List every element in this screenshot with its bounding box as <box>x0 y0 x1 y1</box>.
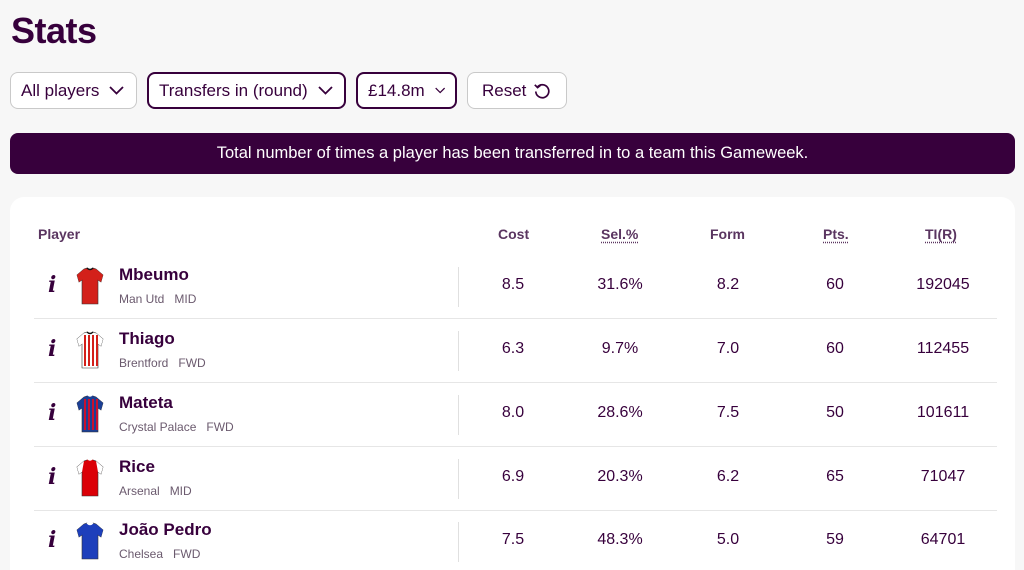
player-name[interactable]: Mateta <box>119 393 173 412</box>
chevron-down-icon <box>109 86 125 95</box>
player-position: MID <box>169 484 192 498</box>
player-meta: Man Utd MID <box>119 292 196 306</box>
header-selected[interactable]: Sel.% <box>601 226 639 242</box>
cell-selected: 9.7% <box>601 340 639 357</box>
player-team: Arsenal <box>119 484 160 498</box>
table-row[interactable]: i Mateta Crystal Palace FWD 8.0 28.6% 7.5… <box>34 383 997 447</box>
header-form[interactable]: Form <box>710 226 745 242</box>
cell-form: 7.0 <box>716 340 740 357</box>
cell-transfers-in: 192045 <box>916 276 970 293</box>
player-name[interactable]: Thiago <box>119 329 175 348</box>
header-points[interactable]: Pts. <box>823 226 849 242</box>
cell-points: 60 <box>826 340 844 357</box>
header-cost[interactable]: Cost <box>498 226 530 242</box>
column-divider <box>458 395 459 435</box>
player-meta: Chelsea FWD <box>119 547 200 561</box>
banner-text: Total number of times a player has been … <box>216 144 809 162</box>
man-utd-shirt-icon <box>76 267 104 305</box>
arsenal-shirt-icon <box>76 459 104 497</box>
cell-cost: 6.3 <box>501 340 525 357</box>
table-header: Player Cost Sel.% Form Pts. TI(R) <box>10 226 1015 246</box>
cell-cost: 6.9 <box>501 468 525 485</box>
player-info-icon[interactable]: i <box>48 272 57 298</box>
cell-transfers-in: 71047 <box>920 468 966 485</box>
player-meta: Brentford FWD <box>119 356 206 370</box>
cell-points: 60 <box>826 276 844 293</box>
cell-selected: 28.6% <box>597 404 643 421</box>
cell-form: 8.2 <box>716 276 740 293</box>
chelsea-shirt-icon <box>76 522 104 560</box>
player-name[interactable]: Mbeumo <box>119 265 189 284</box>
stat-filter-dropdown[interactable]: Transfers in (round) <box>147 72 346 109</box>
cell-form: 7.5 <box>716 404 740 421</box>
cell-transfers-in: 101611 <box>916 404 970 421</box>
page-title: Stats <box>11 10 97 51</box>
table-row[interactable]: i Mbeumo Man Utd MID 8.5 31.6% 8.2 60 192… <box>34 255 997 319</box>
table-row[interactable]: i Thiago Brentford FWD 6.3 9.7% 7.0 60 11… <box>34 319 997 383</box>
player-team: Chelsea <box>119 547 164 561</box>
player-info-icon[interactable]: i <box>48 527 57 553</box>
table-row[interactable]: i João Pedro Chelsea FWD 7.5 48.3% 5.0 59… <box>34 510 997 570</box>
stat-filter-label: Transfers in (round) <box>159 80 308 100</box>
price-filter-label: £14.8m <box>368 80 425 100</box>
player-meta: Arsenal MID <box>119 484 192 498</box>
player-info-icon[interactable]: i <box>48 400 57 426</box>
reset-icon <box>534 83 551 99</box>
player-team: Man Utd <box>119 292 165 306</box>
chevron-down-icon <box>318 86 333 95</box>
player-position: FWD <box>173 547 201 561</box>
player-team: Brentford <box>119 356 169 370</box>
column-divider <box>458 331 459 371</box>
player-name[interactable]: João Pedro <box>119 520 212 539</box>
column-divider <box>458 267 459 307</box>
cell-cost: 7.5 <box>501 531 525 548</box>
cell-selected: 48.3% <box>597 531 643 548</box>
brentford-shirt-icon <box>76 331 104 369</box>
cell-points: 65 <box>826 468 844 485</box>
cell-form: 5.0 <box>716 531 740 548</box>
header-transfers-in[interactable]: TI(R) <box>925 226 957 242</box>
cell-selected: 20.3% <box>597 468 643 485</box>
table-row[interactable]: i Rice Arsenal MID 6.9 20.3% 6.2 65 71047 <box>34 447 997 511</box>
column-divider <box>458 522 459 562</box>
column-divider <box>458 459 459 499</box>
stats-table: Player Cost Sel.% Form Pts. TI(R) i Mbeu… <box>10 197 1015 570</box>
reset-button[interactable]: Reset <box>467 72 567 109</box>
cell-points: 50 <box>826 404 844 421</box>
cell-cost: 8.5 <box>501 276 525 293</box>
players-filter-dropdown[interactable]: All players <box>10 72 137 109</box>
filter-bar: All players Transfers in (round) £14.8m … <box>10 72 567 109</box>
player-meta: Crystal Palace FWD <box>119 420 234 434</box>
cell-transfers-in: 64701 <box>920 531 966 548</box>
player-position: FWD <box>178 356 206 370</box>
player-team: Crystal Palace <box>119 420 197 434</box>
reset-label: Reset <box>482 80 527 100</box>
cell-cost: 8.0 <box>501 404 525 421</box>
player-position: MID <box>174 292 197 306</box>
chevron-down-icon <box>434 87 445 94</box>
cell-selected: 31.6% <box>597 276 643 293</box>
cell-points: 59 <box>826 531 844 548</box>
stat-description-banner: Total number of times a player has been … <box>10 133 1015 174</box>
player-info-icon[interactable]: i <box>48 464 57 490</box>
cell-transfers-in: 112455 <box>916 340 970 357</box>
player-info-icon[interactable]: i <box>48 336 57 362</box>
player-position: FWD <box>206 420 234 434</box>
player-name[interactable]: Rice <box>119 457 155 476</box>
cell-form: 6.2 <box>716 468 740 485</box>
price-filter-dropdown[interactable]: £14.8m <box>356 72 457 109</box>
crystal-palace-shirt-icon <box>76 395 104 433</box>
header-player: Player <box>38 226 81 242</box>
players-filter-label: All players <box>21 80 100 100</box>
